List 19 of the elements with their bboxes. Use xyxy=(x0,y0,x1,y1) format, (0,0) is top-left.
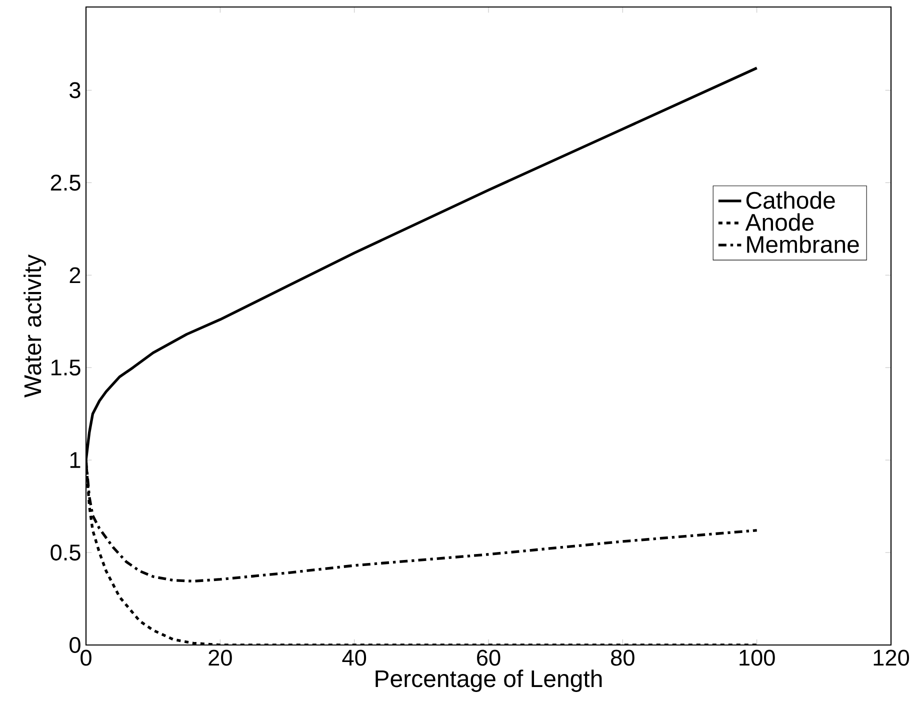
y-tick-label: 0 xyxy=(70,636,80,654)
legend-label: Membrane xyxy=(747,235,859,253)
y-tick-label: 2.5 xyxy=(50,174,80,191)
y-tick-label: 1 xyxy=(70,452,80,468)
x-tick-label: 100 xyxy=(740,650,775,666)
x-tick-label: 20 xyxy=(208,650,232,666)
legend-label: Anode xyxy=(745,213,814,231)
y-axis-title: Water activity xyxy=(24,254,46,398)
x-axis-title: Percentage of Length xyxy=(376,670,602,692)
x-tick-label: 60 xyxy=(477,650,500,666)
y-tick-label: 3 xyxy=(70,82,80,98)
x-tick-label: 40 xyxy=(342,650,366,666)
x-tick-label: 120 xyxy=(874,650,910,666)
x-tick-label: 80 xyxy=(611,650,634,666)
x-tick-label: 0 xyxy=(80,650,92,666)
y-tick-label: 0.5 xyxy=(50,544,80,561)
legend-label: Cathode xyxy=(746,191,835,209)
y-tick-label: 2 xyxy=(70,267,80,284)
y-tick-label: 1.5 xyxy=(52,360,80,376)
